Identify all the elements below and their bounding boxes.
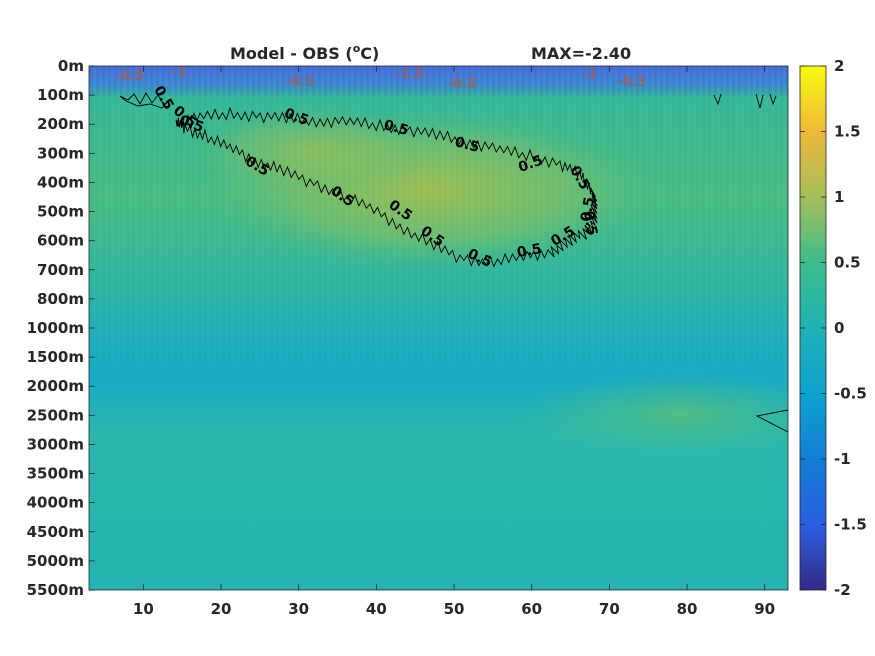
y-tick-label: 1500m	[27, 348, 84, 366]
y-tick-label: 400m	[37, 173, 84, 191]
y-tick-label: 4500m	[27, 523, 84, 541]
y-tick-label: 700m	[37, 261, 84, 279]
surface-contour-label: -0.5	[448, 77, 476, 92]
x-tick-label: 10	[133, 600, 154, 618]
contour-label: 0.5	[516, 152, 545, 176]
x-tick-label: 70	[599, 600, 620, 618]
x-tick-label: 30	[288, 600, 309, 618]
y-tick-label: 600m	[37, 232, 84, 250]
chart-max-label: MAX=-2.40	[531, 44, 631, 63]
y-tick-label: 1000m	[27, 319, 84, 337]
contour-deep-triangle	[755, 409, 788, 433]
y-tick-label: 100m	[37, 86, 84, 104]
surface-contour-labels: -0.5 -1 -0.5 -1.5 -0.5 -1 -0.5	[116, 65, 646, 92]
surface-contour-label: -0.5	[116, 69, 144, 84]
colorbar-tick-label: 0.5	[834, 254, 861, 272]
surface-contour-label: -0.5	[286, 75, 314, 90]
colorbar-tick-label: -1.5	[834, 516, 867, 534]
y-tick-label: 200m	[37, 115, 84, 133]
y-tick-label: 5000m	[27, 552, 84, 570]
x-tick-label: 50	[444, 600, 465, 618]
y-tick-label: 3500m	[27, 465, 84, 483]
y-tick-label: 3000m	[27, 435, 84, 453]
contour-label: 0.5	[516, 241, 543, 261]
y-tick-labels: 0m 100m 200m 300m 400m 500m 600m 700m 800m 1000m 1…	[27, 57, 95, 599]
colorbar-tick-label: -1	[834, 450, 851, 468]
y-tick-label: 300m	[37, 144, 84, 162]
contour-label: 0.5	[282, 105, 311, 129]
y-tick-label: 5500m	[27, 581, 84, 599]
contour-east-spikes	[713, 93, 777, 109]
x-tick-label: 60	[521, 600, 542, 618]
contour-lines	[119, 92, 788, 433]
contour-label: 0.5	[453, 134, 481, 156]
colorbar-tick-label: 1.5	[834, 123, 861, 141]
colorbar-tick-label: -0.5	[834, 385, 867, 403]
surface-contour-label: -1.5	[396, 67, 424, 82]
colorbar-tick-label: -2	[834, 581, 851, 599]
chart-title: Model - OBS (oC)	[230, 42, 379, 63]
x-tick-labels: 10 20 30 40 50 60 70 80 90	[133, 66, 775, 618]
contour-0p5-main	[175, 106, 598, 268]
x-tick-label: 40	[366, 600, 387, 618]
y-tick-label: 4000m	[27, 494, 84, 512]
colorbar-tick-label: 2	[834, 57, 844, 75]
surface-contour-label: -1	[583, 67, 597, 82]
x-tick-label: 90	[754, 600, 775, 618]
colorbar-tick-label: 0	[834, 319, 844, 337]
y-tick-label: 800m	[37, 290, 84, 308]
contour-label: 0.5	[382, 117, 410, 139]
colorbar-tick-labels: 2 1.5 1 0.5 0 -0.5 -1 -1.5 -2	[800, 57, 867, 599]
x-tick-label: 20	[211, 600, 232, 618]
contour-label: 0.5	[177, 112, 206, 136]
contour-label: 0.5	[578, 196, 598, 223]
y-tick-label: 0m	[58, 57, 84, 75]
x-tick-label: 80	[677, 600, 698, 618]
y-tick-label: 2000m	[27, 377, 84, 395]
contour-0p5-west-tip	[119, 92, 171, 109]
y-tick-label: 500m	[37, 203, 84, 221]
surface-contour-label: -0.5	[618, 75, 646, 90]
contour-label: 0.5	[580, 210, 600, 237]
colorbar-tick-label: 1	[834, 188, 844, 206]
surface-contour-label: -1	[173, 65, 187, 80]
y-tick-label: 2500m	[27, 406, 84, 424]
